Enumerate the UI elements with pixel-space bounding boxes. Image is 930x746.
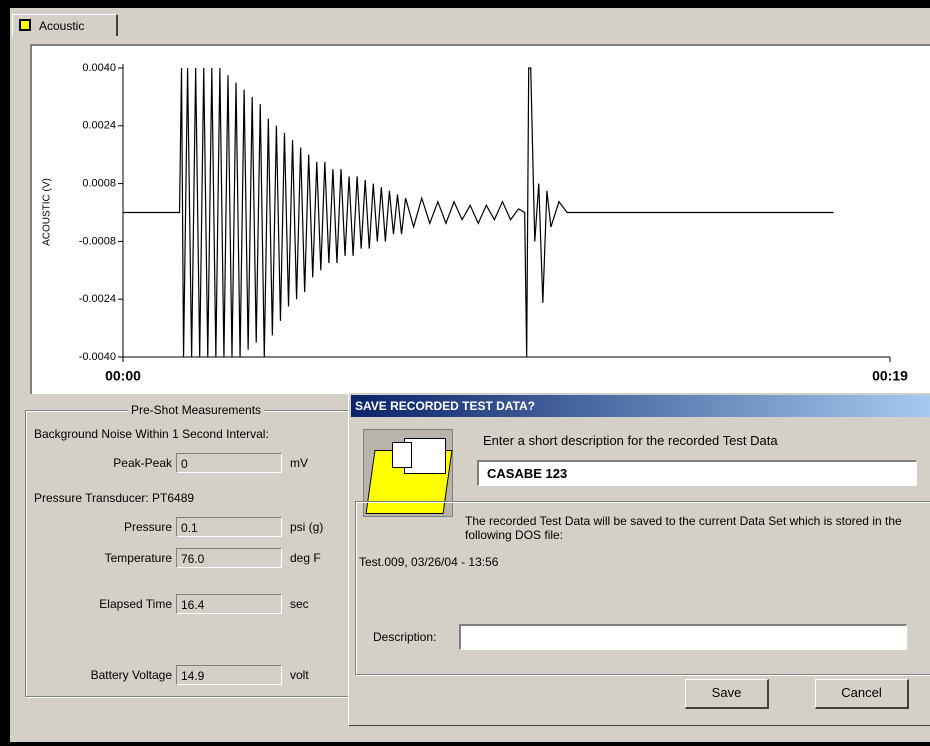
description-label: Description:	[373, 630, 437, 644]
field-value: 16.4	[176, 594, 282, 614]
y-tick-label: -0.0024	[79, 293, 116, 305]
field-label: Elapsed Time	[99, 597, 172, 611]
field-label: Temperature	[104, 551, 172, 565]
x-tick-label: 00:19	[872, 368, 908, 384]
field-unit: mV	[290, 456, 308, 470]
file-info: Test.009, 03/26/04 - 13:56	[359, 555, 499, 569]
description-input[interactable]	[459, 624, 907, 650]
chart: ACOUSTIC (V) 0.0040 0.0024 0.0008 -0.0008 -0…	[42, 62, 908, 384]
x-tick-label: 00:00	[105, 368, 141, 384]
transducer: Pressure Transducer: PT6489	[34, 491, 195, 505]
y-tick-label: -0.0040	[79, 351, 116, 363]
save-button[interactable]: Save	[685, 679, 769, 709]
field-value: 0.1	[176, 517, 282, 537]
y-tick-label: 0.0040	[82, 62, 116, 74]
icon	[363, 429, 453, 517]
y-tick-label: 0.0008	[82, 178, 116, 190]
field-unit: sec	[290, 597, 309, 611]
group-title: Pre-Shot Measurements	[128, 403, 265, 417]
tab-icon	[19, 19, 31, 31]
waveform	[123, 67, 834, 358]
paper	[392, 442, 412, 468]
short-description-input[interactable]: CASABE 123	[477, 460, 917, 486]
field-label: Battery Voltage	[90, 668, 172, 682]
tab[interactable]: Acoustic	[12, 14, 118, 36]
field-unit: deg F	[290, 551, 321, 565]
field-value: 14.9	[176, 665, 282, 685]
field-value: 76.0	[176, 548, 282, 568]
info-group	[355, 501, 930, 675]
field-label: Pressure	[123, 520, 172, 534]
noise-heading: Background Noise Within 1 Second Interva…	[34, 427, 269, 441]
dialog: SAVE RECORDED TEST DATA? Enter a short d…	[348, 392, 930, 725]
field-label: Peak-Peak	[113, 456, 172, 470]
y-tick-label: 0.0024	[82, 120, 116, 132]
info-text: The recorded Test Data will be saved to …	[465, 514, 902, 542]
prompt: Enter a short description for the record…	[483, 433, 778, 448]
field-value: 0	[176, 453, 282, 473]
cancel-button[interactable]: Cancel	[815, 679, 909, 709]
field-unit: psi (g)	[290, 520, 324, 534]
y-tick-label: -0.0008	[79, 235, 116, 247]
field-unit: volt	[290, 668, 309, 682]
dialog-title: SAVE RECORDED TEST DATA?	[351, 395, 930, 417]
tab-label: Acoustic	[39, 19, 85, 33]
y-axis-label: ACOUSTIC (V)	[42, 178, 53, 246]
